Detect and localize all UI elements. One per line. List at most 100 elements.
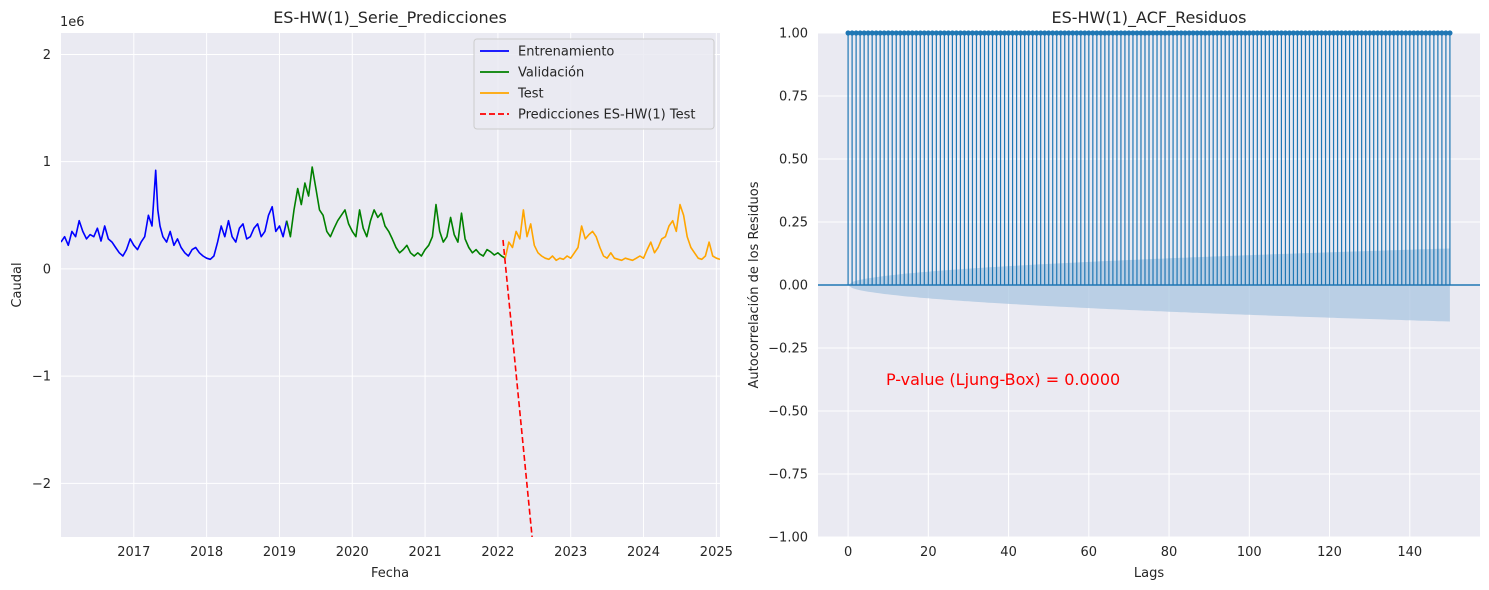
x-tick-label: 2019 bbox=[263, 545, 296, 560]
acf-marker bbox=[1186, 30, 1192, 36]
y-tick-label: −0.50 bbox=[768, 405, 808, 420]
legend-label: Validación bbox=[518, 66, 584, 81]
series-title: ES-HW(1)_Serie_Predicciones bbox=[273, 8, 507, 28]
acf-marker bbox=[889, 30, 895, 36]
acf-marker bbox=[1046, 30, 1052, 36]
acf-marker bbox=[1322, 30, 1329, 36]
acf-marker bbox=[1407, 30, 1413, 36]
acf-marker bbox=[1178, 30, 1184, 36]
acf-marker bbox=[1351, 30, 1357, 36]
acf-marker bbox=[1427, 30, 1433, 36]
acf-marker bbox=[929, 30, 935, 36]
acf-marker bbox=[1238, 30, 1244, 36]
acf-marker bbox=[1190, 30, 1196, 36]
acf-marker bbox=[1387, 30, 1393, 36]
acf-marker bbox=[1310, 30, 1317, 36]
x-tick-label: 100 bbox=[1237, 545, 1262, 560]
x-tick-label: 2022 bbox=[481, 545, 514, 560]
acf-marker bbox=[1194, 30, 1200, 36]
acf-marker bbox=[1198, 30, 1204, 36]
acf-marker bbox=[1214, 30, 1220, 36]
acf-marker bbox=[953, 30, 960, 36]
acf-marker bbox=[965, 30, 972, 36]
y-tick-label: 0.00 bbox=[779, 279, 808, 294]
acf-marker bbox=[1158, 30, 1164, 36]
acf-marker bbox=[1110, 30, 1116, 36]
acf-marker bbox=[961, 30, 968, 36]
series-lines bbox=[61, 166, 720, 537]
acf-marker bbox=[849, 30, 855, 36]
x-tick-label: 2023 bbox=[554, 545, 587, 560]
acf-marker bbox=[1138, 30, 1144, 36]
acf-marker bbox=[957, 30, 964, 36]
acf-marker bbox=[917, 30, 923, 36]
acf-marker bbox=[1005, 30, 1012, 36]
acf-marker bbox=[1146, 30, 1152, 36]
acf-marker bbox=[909, 30, 915, 36]
series-y-label: Caudal bbox=[10, 262, 25, 307]
acf-marker bbox=[1286, 30, 1293, 36]
acf-marker bbox=[1018, 30, 1024, 36]
acf-marker bbox=[861, 30, 867, 36]
x-tick-label: 2020 bbox=[336, 545, 369, 560]
y-tick-label: 2 bbox=[43, 48, 51, 63]
acf-marker bbox=[1030, 30, 1036, 36]
acf-marker bbox=[969, 30, 976, 36]
acf-marker bbox=[1342, 30, 1349, 36]
acf-marker bbox=[1294, 30, 1301, 36]
acf-marker bbox=[1222, 30, 1228, 36]
acf-marker bbox=[905, 30, 911, 36]
acf-marker bbox=[1443, 30, 1449, 36]
series-y-ticks: −2 −1 0 1 2 bbox=[32, 48, 51, 492]
acf-marker bbox=[1278, 30, 1284, 36]
acf-marker bbox=[1054, 30, 1060, 36]
acf-marker bbox=[1274, 30, 1280, 36]
y-tick-label: 0 bbox=[43, 262, 51, 277]
x-tick-label: 120 bbox=[1317, 545, 1342, 560]
acf-marker bbox=[857, 30, 863, 36]
acf-marker bbox=[1230, 30, 1236, 36]
acf-marker bbox=[1009, 30, 1016, 36]
acf-x-label: Lags bbox=[1134, 566, 1164, 581]
acf-marker bbox=[977, 30, 984, 36]
acf-marker bbox=[1226, 30, 1232, 36]
series-line-0 bbox=[61, 169, 288, 261]
series-y-offset-label: 1e6 bbox=[60, 15, 85, 30]
acf-marker bbox=[973, 30, 980, 36]
x-tick-label: 2024 bbox=[627, 545, 660, 560]
acf-marker bbox=[1142, 30, 1148, 36]
x-tick-label: 20 bbox=[920, 545, 937, 560]
acf-marker bbox=[1290, 30, 1297, 36]
acf-marker bbox=[897, 30, 903, 36]
y-tick-label: −0.25 bbox=[768, 342, 808, 357]
acf-marker bbox=[1419, 30, 1425, 36]
acf-marker bbox=[1118, 30, 1124, 36]
acf-marker bbox=[981, 30, 988, 36]
legend-box bbox=[473, 38, 715, 130]
acf-marker bbox=[1150, 30, 1156, 36]
acf-marker bbox=[1391, 30, 1397, 36]
legend-label: Predicciones ES-HW(1) Test bbox=[518, 108, 695, 123]
acf-marker bbox=[1050, 30, 1056, 36]
acf-marker bbox=[869, 30, 875, 36]
y-tick-label: −0.75 bbox=[768, 468, 808, 483]
acf-marker bbox=[1058, 30, 1064, 36]
acf-marker bbox=[1258, 30, 1264, 36]
acf-marker bbox=[1262, 30, 1268, 36]
acf-marker bbox=[1014, 30, 1020, 36]
acf-marker bbox=[1411, 30, 1417, 36]
acf-marker bbox=[1306, 30, 1313, 36]
acf-marker bbox=[1134, 30, 1140, 36]
acf-marker bbox=[1106, 30, 1112, 36]
acf-marker bbox=[1379, 30, 1385, 36]
acf-marker bbox=[1363, 30, 1369, 36]
acf-marker bbox=[1302, 30, 1309, 36]
acf-marker bbox=[1034, 30, 1040, 36]
y-tick-label: 1 bbox=[43, 155, 51, 170]
acf-marker bbox=[1250, 30, 1256, 36]
x-tick-label: 40 bbox=[1000, 545, 1017, 560]
acf-marker bbox=[993, 30, 1000, 36]
acf-marker bbox=[1038, 30, 1044, 36]
acf-marker bbox=[1423, 30, 1429, 36]
acf-marker bbox=[1318, 30, 1325, 36]
